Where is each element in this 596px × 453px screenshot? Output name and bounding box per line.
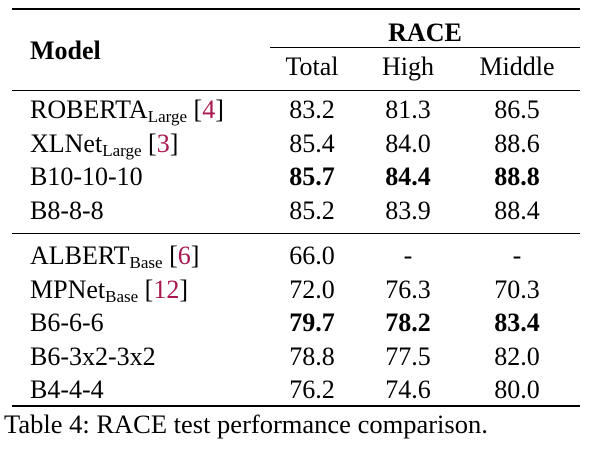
column-header-total: Total <box>285 52 339 81</box>
middle-value-cell: 88.4 <box>494 195 540 225</box>
model-name: ALBERT <box>30 241 130 270</box>
high-value-cell: - <box>403 241 413 270</box>
high-value-cell: 76.3 <box>385 274 431 304</box>
model-name-cell: B10-10-10 <box>30 162 143 192</box>
middle-value-cell: 82.0 <box>494 341 540 371</box>
middle-value-cell: 80.0 <box>494 375 540 404</box>
model-name: B6-3x2-3x2 <box>30 341 156 371</box>
middle-value-cell: - <box>512 241 522 270</box>
model-size-subscript: Base <box>129 253 163 272</box>
total-value-cell: 85.2 <box>289 195 335 225</box>
middle-value-cell: 70.3 <box>494 274 540 304</box>
total-value-cell: 78.8 <box>289 341 335 371</box>
model-name-cell: XLNetLarge [3] <box>30 128 179 160</box>
model-name: ROBERTA <box>30 95 148 124</box>
section-rule <box>12 233 580 235</box>
model-size-subscript: Large <box>102 140 142 160</box>
total-value-cell: 79.7 <box>289 308 335 337</box>
total-value-cell: 66.0 <box>289 241 335 270</box>
model-size-subscript: Base <box>105 286 139 306</box>
middle-value-cell: 83.4 <box>494 308 540 337</box>
high-value-cell: 84.0 <box>385 128 431 158</box>
citation-link[interactable]: 12 <box>153 274 180 304</box>
top-rule <box>12 8 580 10</box>
total-value-cell: 76.2 <box>289 375 335 404</box>
race-group-header: RACE <box>388 18 462 47</box>
high-value-cell: 83.9 <box>385 195 431 225</box>
total-value-cell: 72.0 <box>289 274 335 304</box>
model-name-cell: B4-4-4 <box>30 375 104 405</box>
citation-link[interactable]: 3 <box>156 128 170 158</box>
model-name: B10-10-10 <box>30 162 143 191</box>
model-name-cell: MPNetBase [12] <box>30 274 189 306</box>
bottom-rule <box>12 405 580 407</box>
middle-value-cell: 88.6 <box>494 128 540 158</box>
citation-link[interactable]: 6 <box>177 241 191 270</box>
high-value-cell: 77.5 <box>385 341 431 371</box>
middle-value-cell: 88.8 <box>494 162 540 191</box>
model-name-cell: B6-6-6 <box>30 308 104 338</box>
model-size-subscript: Large <box>147 107 188 126</box>
model-name-cell: B6-3x2-3x2 <box>30 342 156 372</box>
total-value-cell: 83.2 <box>289 95 335 124</box>
model-name-cell: ALBERTBase [6] <box>30 241 200 272</box>
model-name: XLNet <box>30 128 103 158</box>
middle-value-cell: 86.5 <box>494 95 540 124</box>
citation-link[interactable]: 4 <box>202 95 216 124</box>
total-value-cell: 85.7 <box>289 162 335 191</box>
high-value-cell: 84.4 <box>385 162 431 191</box>
model-name-cell: ROBERTALarge [4] <box>30 95 224 126</box>
race-group-rule <box>270 47 580 49</box>
header-rule <box>12 90 580 92</box>
model-name: B8-8-8 <box>30 195 104 225</box>
table-caption: Table 4: RACE test performance compariso… <box>4 409 488 439</box>
high-value-cell: 81.3 <box>385 95 431 124</box>
model-name: B6-6-6 <box>30 308 104 337</box>
column-header-high: High <box>382 52 434 81</box>
model-name-cell: B8-8-8 <box>30 196 104 226</box>
total-value-cell: 85.4 <box>289 128 335 158</box>
model-name: MPNet <box>30 274 106 304</box>
model-name: B4-4-4 <box>30 375 104 404</box>
high-value-cell: 74.6 <box>385 375 431 404</box>
high-value-cell: 78.2 <box>385 308 431 337</box>
column-header-middle: Middle <box>479 52 555 81</box>
model-column-header: Model <box>30 36 101 65</box>
